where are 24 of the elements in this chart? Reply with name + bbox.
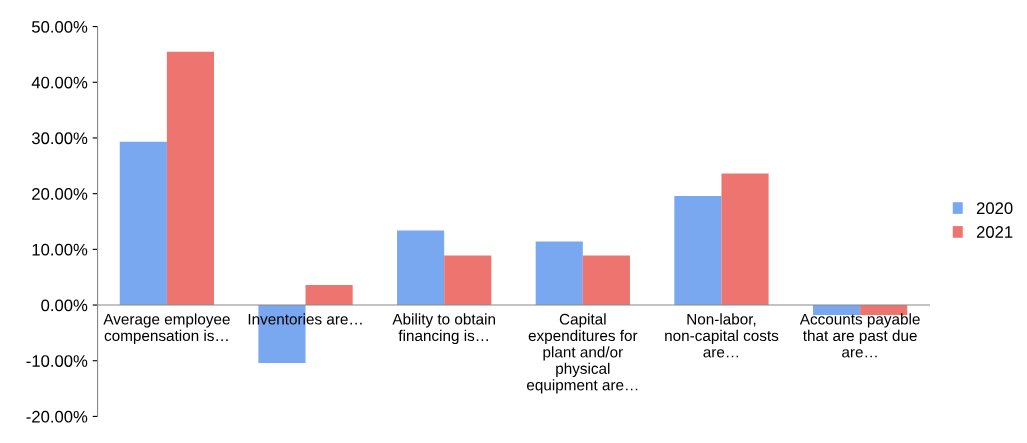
x-tick-label: Non-labor, non-capital costs are… [665, 313, 779, 358]
x-tick-label: Ability to obtain financing is… [392, 313, 495, 345]
x-tick-label: Capital expenditures for plant and/or physical equipment are… [527, 313, 638, 394]
bar [397, 230, 445, 306]
y-tick-label: 50.00% [31, 20, 88, 33]
bar [119, 141, 167, 306]
y-tick-label: 40.00% [31, 76, 88, 89]
bar [535, 241, 583, 306]
bar [582, 255, 630, 306]
bar [444, 255, 492, 306]
x-tick-label: Average employee compensation is… [103, 313, 230, 345]
legend-label: 2021 [976, 226, 1013, 238]
y-tick-label: 0.00% [41, 299, 88, 312]
x-tick-label: Accounts payable that are past due are… [799, 313, 920, 358]
bar [721, 173, 769, 306]
y-tick-label: -20.00% [26, 410, 88, 423]
y-tick-label: 30.00% [31, 132, 88, 145]
bar [674, 195, 722, 306]
bar [166, 51, 215, 306]
y-tick-label: 10.00% [32, 243, 88, 256]
y-tick-label: -10.00% [26, 355, 88, 367]
legend-label: 2020 [976, 202, 1013, 215]
bar [305, 284, 353, 306]
y-tick-label: 20.00% [32, 188, 88, 200]
